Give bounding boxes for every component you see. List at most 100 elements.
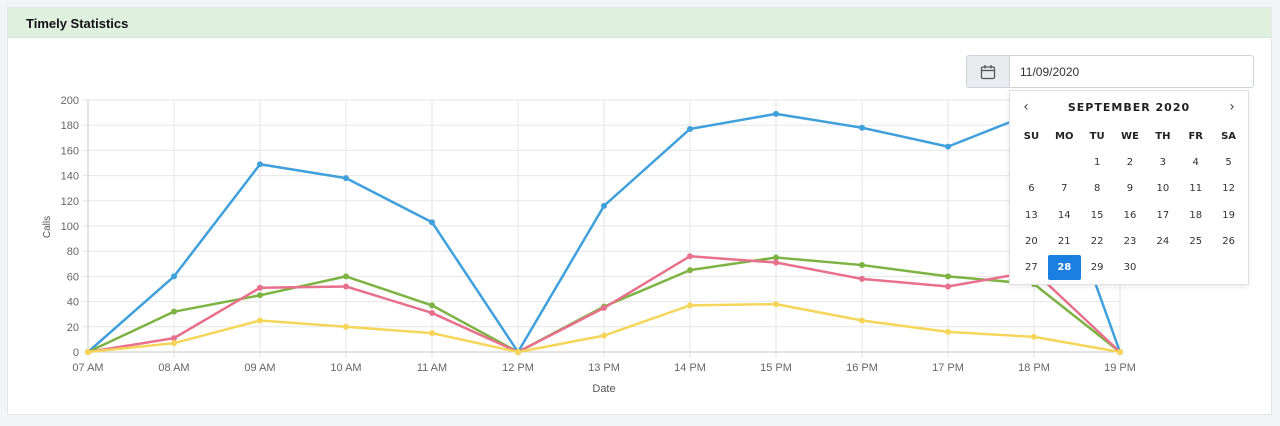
series-2-point — [945, 273, 951, 280]
calendar-day[interactable]: 21 — [1057, 235, 1071, 247]
series-4-point — [687, 302, 693, 309]
x-tick-label: 15 PM — [760, 362, 792, 374]
calendar-day[interactable]: 10 — [1156, 183, 1170, 195]
calendar-day[interactable]: 16 — [1123, 209, 1137, 221]
chart-axes — [87, 100, 1120, 353]
x-tick-label: 08 AM — [158, 362, 189, 374]
series-2-point — [429, 302, 435, 309]
card-header: Timely Statistics — [8, 8, 1271, 38]
calendar-day[interactable]: 30 — [1123, 262, 1137, 274]
series-1-point — [945, 143, 951, 150]
series-3-point — [429, 309, 435, 316]
calendar-day[interactable]: 24 — [1156, 235, 1170, 247]
calendar-day[interactable]: 18 — [1189, 209, 1203, 221]
calendar-day[interactable]: 3 — [1159, 156, 1167, 168]
series-4-point — [85, 349, 91, 355]
calendar-day[interactable]: 25 — [1189, 235, 1203, 247]
y-tick-label: 0 — [73, 347, 79, 359]
calendar-blank — [1015, 149, 1048, 175]
series-1-point — [257, 161, 263, 168]
calendar-day[interactable]: 11 — [1189, 183, 1203, 195]
series-3-point — [343, 283, 349, 290]
calendar-day[interactable]: 12 — [1222, 183, 1235, 195]
date-filter — [966, 55, 1254, 88]
series-4-point — [515, 349, 521, 355]
series-1-point — [343, 175, 349, 182]
calendar-day[interactable]: 23 — [1123, 235, 1137, 247]
x-tick-label: 18 PM — [1018, 362, 1050, 374]
weekday-header: TU — [1089, 130, 1105, 142]
calendar-day[interactable]: 26 — [1222, 235, 1235, 247]
calendar-day[interactable]: 7 — [1061, 183, 1068, 195]
calendar-day[interactable]: 17 — [1156, 209, 1170, 221]
weekday-header: WE — [1121, 130, 1139, 142]
calendar-day[interactable]: 29 — [1090, 262, 1104, 274]
calendar-day[interactable]: 27 — [1025, 262, 1038, 274]
y-tick-label: 120 — [61, 196, 79, 208]
series-3-point — [687, 253, 693, 260]
y-tick-label: 20 — [67, 322, 79, 334]
calendar-day[interactable]: 14 — [1057, 209, 1071, 221]
y-tick-label: 200 — [61, 95, 79, 107]
calendar-day[interactable]: 22 — [1090, 235, 1104, 247]
calendar-day[interactable]: 1 — [1093, 156, 1101, 168]
series-3-point — [601, 304, 607, 311]
calendar-day[interactable]: 9 — [1126, 183, 1134, 195]
y-tick-label: 80 — [67, 246, 79, 258]
series-3-point — [859, 275, 865, 282]
y-tick-label: 140 — [61, 171, 79, 183]
weekday-header: SU — [1023, 130, 1040, 142]
series-4-point — [773, 301, 779, 308]
calendar-day[interactable]: 5 — [1225, 156, 1232, 168]
datepicker-popup: ‹ SEPTEMBER 2020 › SU MO TU WE TH FR SA 1 2 3 4 5 6 7… — [1009, 90, 1249, 285]
calendar-month-label: SEPTEMBER 2020 — [1067, 101, 1191, 114]
series-2-point — [773, 254, 779, 261]
y-axis-label: Calls — [42, 216, 53, 238]
x-tick-label: 10 AM — [330, 362, 361, 374]
series-1-point — [859, 124, 865, 131]
calendar-day[interactable]: 8 — [1093, 183, 1101, 195]
x-tick-label: 14 PM — [674, 362, 706, 374]
series-1-point — [773, 110, 779, 117]
calendar-day[interactable]: 2 — [1126, 156, 1134, 168]
weekday-header: SA — [1221, 130, 1237, 142]
series-1-point — [601, 202, 607, 209]
weekday-header: MO — [1055, 130, 1074, 142]
calendar-day[interactable]: 19 — [1222, 209, 1235, 221]
series-4-point — [601, 332, 607, 339]
series-4-point — [257, 317, 263, 324]
y-tick-label: 180 — [61, 120, 79, 132]
series-3-point — [257, 284, 263, 291]
chevron-left-icon[interactable]: ‹ — [1023, 99, 1029, 115]
calendar-day[interactable]: 20 — [1025, 235, 1038, 247]
series-1-point — [687, 125, 693, 132]
series-4-point — [429, 330, 435, 337]
series-3-point — [945, 283, 951, 290]
calendar-grid: SU MO TU WE TH FR SA 1 2 3 4 5 6 7 8 9 10 11 12 13 14 15 16 17 1… — [1015, 123, 1245, 281]
weekday-header: FR — [1188, 130, 1203, 142]
x-tick-label: 19 PM — [1104, 362, 1136, 374]
y-tick-label: 60 — [67, 271, 79, 283]
series-4-point — [945, 328, 951, 335]
calendar-day-selected[interactable]: 28 — [1047, 255, 1081, 280]
series-2-point — [859, 262, 865, 269]
calendar-button[interactable] — [966, 55, 1009, 88]
calendar-day[interactable]: 15 — [1090, 209, 1104, 221]
x-tick-label: 13 PM — [588, 362, 620, 374]
x-tick-label: 17 PM — [932, 362, 964, 374]
series-4-point — [1031, 333, 1037, 340]
chevron-right-icon[interactable]: › — [1229, 99, 1235, 115]
y-tick-label: 100 — [61, 221, 79, 233]
calendar-day[interactable]: 6 — [1028, 183, 1035, 195]
series-1-point — [429, 219, 435, 226]
date-input[interactable] — [1009, 55, 1254, 88]
calendar-day[interactable]: 13 — [1025, 209, 1038, 221]
x-tick-label: 07 AM — [72, 362, 103, 374]
chart-grid — [82, 99, 1121, 358]
x-axis-label: Date — [592, 383, 615, 395]
series-2-point — [257, 292, 263, 299]
card-title: Timely Statistics — [26, 16, 129, 31]
calendar-day[interactable]: 4 — [1192, 156, 1199, 168]
